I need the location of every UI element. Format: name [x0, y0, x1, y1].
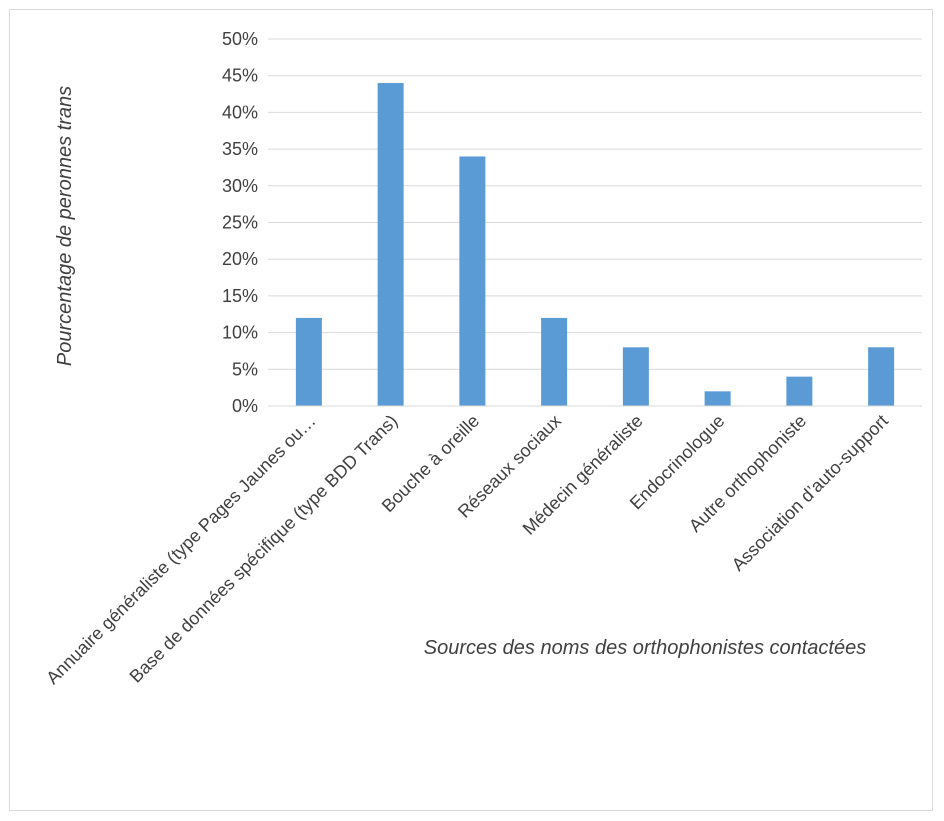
- bar: [541, 318, 567, 406]
- bar: [786, 377, 812, 406]
- y-tick-label: 50%: [222, 29, 258, 49]
- bars: [296, 83, 894, 406]
- bar: [868, 347, 894, 406]
- bar: [378, 83, 404, 406]
- gridlines: [268, 39, 922, 369]
- y-tick-label: 35%: [222, 139, 258, 159]
- y-tick-label: 0%: [232, 396, 258, 416]
- bar: [459, 156, 485, 406]
- bar: [296, 318, 322, 406]
- y-tick-label: 5%: [232, 359, 258, 379]
- y-tick-label: 25%: [222, 213, 258, 233]
- y-tick-label: 10%: [222, 323, 258, 343]
- bar: [623, 347, 649, 406]
- x-category-label: Association d’auto-support: [728, 411, 892, 575]
- y-tick-label: 40%: [222, 102, 258, 122]
- bar: [705, 391, 731, 406]
- y-tick-label: 45%: [222, 66, 258, 86]
- y-tick-label: 30%: [222, 176, 258, 196]
- y-tick-label: 15%: [222, 286, 258, 306]
- x-category-label: Annuaire généraliste (type Pages Jaunes …: [42, 411, 319, 688]
- y-axis-tick-labels: 0% 5% 10% 15% 20% 25% 30% 35% 40% 45% 50%: [222, 29, 258, 416]
- y-axis-title: Pourcentage de peronnes trans: [54, 86, 76, 366]
- x-axis-title: Sources des noms des orthophonistes cont…: [424, 637, 866, 659]
- y-tick-label: 20%: [222, 249, 258, 269]
